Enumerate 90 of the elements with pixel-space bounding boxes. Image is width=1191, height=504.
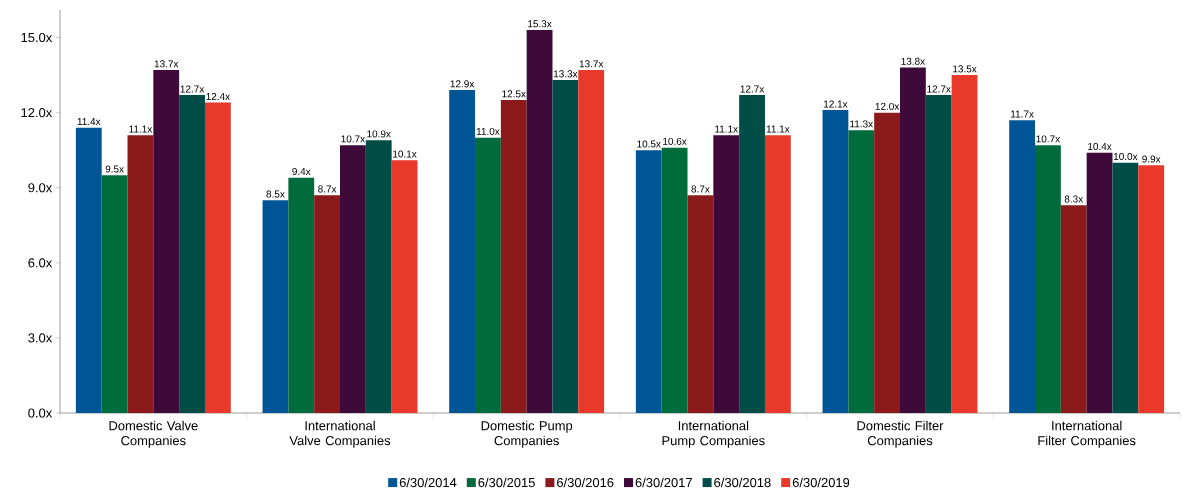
bar — [101, 175, 128, 413]
y-tick-label: 15.0x — [21, 32, 53, 43]
y-tick-label: 0.0x — [28, 408, 53, 418]
data-label: 12.7x — [180, 85, 205, 93]
data-label: 12.0x — [875, 102, 900, 110]
y-tick-label: 12.0x — [21, 108, 53, 118]
legend-label: 6/30/2019 — [792, 477, 850, 488]
bar — [874, 112, 900, 413]
data-label: 11.1x — [766, 125, 790, 133]
bar — [713, 135, 740, 413]
data-label: 11.1x — [715, 125, 738, 133]
data-label: 12.1x — [824, 100, 848, 108]
bar — [687, 195, 714, 413]
data-label: 9.5x — [105, 165, 124, 173]
data-label: 13.3x — [553, 70, 578, 78]
bar — [925, 95, 952, 413]
data-label: 12.7x — [740, 85, 765, 93]
data-label: 10.0x — [1113, 152, 1138, 160]
bar — [552, 80, 579, 413]
bar — [288, 177, 315, 413]
bar — [635, 150, 662, 413]
y-tick-label: 3.0x — [28, 333, 53, 343]
x-tick-label: International Valve Companies — [289, 420, 391, 448]
x-tick-label: Domestic Pump Companies — [481, 420, 573, 448]
data-label: 15.3x — [528, 20, 552, 28]
data-label: 13.5x — [953, 65, 977, 73]
bar — [822, 110, 849, 413]
y-tick-label: 6.0x — [28, 258, 53, 268]
x-tick-label: Domestic Valve Companies — [109, 420, 198, 448]
data-label: 8.7x — [691, 185, 710, 193]
x-tick-label: International Pump Companies — [662, 420, 765, 448]
data-label: 8.3x — [1064, 195, 1084, 203]
data-label: 13.8x — [901, 57, 925, 65]
legend-label: 6/30/2017 — [635, 477, 692, 488]
bar — [764, 135, 791, 413]
bar — [1060, 205, 1087, 413]
data-label: 10.7x — [1036, 135, 1060, 143]
data-label: 8.7x — [318, 185, 337, 193]
x-tick-label: International Filter Companies — [1038, 420, 1136, 448]
data-label: 10.4x — [1088, 142, 1112, 150]
data-label: 11.3x — [850, 120, 873, 128]
bar — [739, 95, 765, 413]
legend-label: 6/30/2014 — [399, 477, 457, 488]
data-label: 9.4x — [292, 167, 311, 175]
bar — [500, 100, 527, 413]
bar — [475, 137, 501, 413]
bar — [127, 135, 154, 413]
legend-label: 6/30/2016 — [557, 477, 614, 488]
bar — [314, 195, 340, 413]
bar — [449, 90, 476, 413]
data-label: 12.5x — [502, 90, 526, 98]
bar — [1035, 145, 1061, 413]
bar — [391, 160, 418, 413]
bar — [365, 140, 392, 413]
data-label: 11.7x — [1011, 110, 1034, 118]
bar — [153, 70, 180, 413]
x-tick-label: Domestic Filter Companies — [857, 420, 944, 448]
data-label: 13.7x — [579, 60, 604, 68]
bar — [951, 75, 978, 413]
legend-label: 6/30/2018 — [714, 477, 771, 488]
bar — [340, 145, 366, 413]
data-label: 10.6x — [663, 137, 687, 145]
y-tick-label: 9.0x — [28, 183, 53, 193]
bar — [661, 147, 688, 413]
bar — [848, 130, 875, 413]
bar — [899, 67, 926, 413]
bar — [1112, 162, 1139, 413]
bar — [1086, 152, 1113, 413]
legend-label: 6/30/2015 — [478, 477, 535, 488]
data-label: 11.4x — [77, 118, 101, 125]
bar — [204, 102, 231, 413]
bar — [262, 200, 289, 413]
bar — [526, 30, 553, 413]
bar — [75, 127, 102, 413]
data-label: 10.5x — [637, 140, 661, 148]
data-label: 9.9x — [1142, 155, 1161, 163]
bar — [1009, 120, 1036, 413]
data-label: 8.5x — [266, 190, 285, 198]
data-label: 13.7x — [154, 60, 179, 68]
bar — [1138, 165, 1165, 413]
data-label: 12.7x — [927, 85, 951, 93]
bar — [578, 70, 605, 413]
data-label: 11.1x — [129, 125, 153, 133]
bar — [179, 95, 205, 413]
data-label: 10.1x — [393, 150, 417, 158]
data-label: 11.0x — [476, 127, 500, 135]
data-label: 12.9x — [450, 80, 475, 88]
data-label: 10.7x — [341, 135, 365, 143]
data-label: 12.4x — [206, 92, 230, 100]
data-label: 10.9x — [367, 130, 391, 138]
